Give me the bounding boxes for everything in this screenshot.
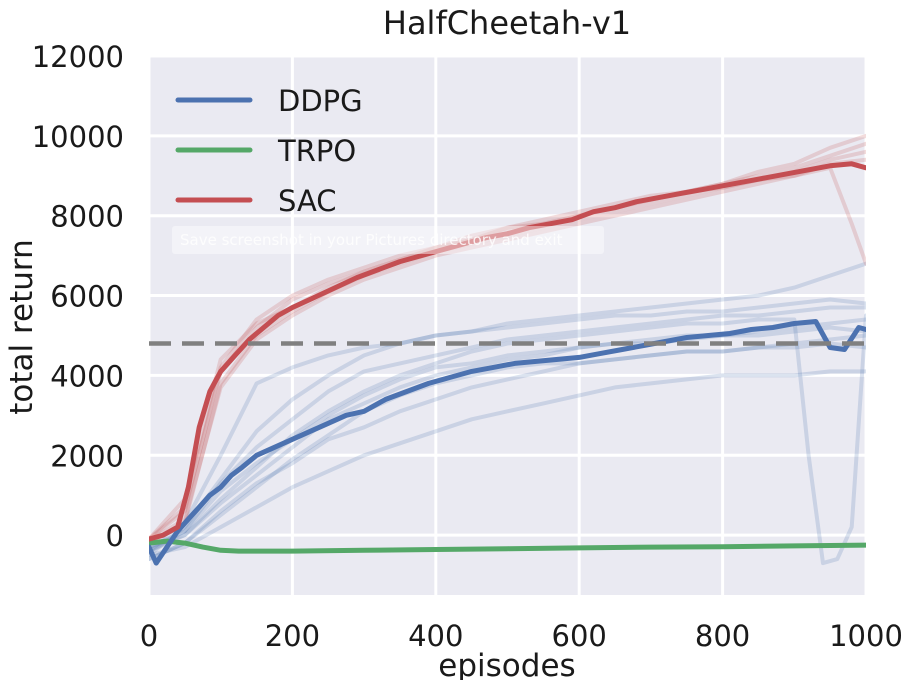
legend-label: SAC — [278, 184, 337, 218]
sac-run-line — [149, 141, 866, 542]
ddpg-run-line — [149, 341, 866, 562]
ddpg-run-line — [149, 297, 866, 554]
legend-item-sac: SAC — [175, 184, 337, 218]
x-tick-label: 600 — [552, 619, 607, 653]
legend-item-ddpg: DDPG — [175, 84, 363, 118]
x-axis-label: episodes — [438, 648, 575, 680]
x-tick-label: 200 — [265, 619, 320, 653]
ddpg-run-line — [149, 325, 866, 554]
ddpg-run-line — [149, 305, 866, 550]
legend-label: TRPO — [277, 134, 356, 168]
legend-label: DDPG — [278, 84, 363, 118]
y-tick-label: 10000 — [32, 120, 124, 154]
screenshot-toast: Save screenshot in your Pictures directo… — [172, 226, 604, 254]
sac-run-line — [149, 133, 866, 542]
ddpg-run-line — [149, 369, 866, 558]
ddpg-series-line — [149, 319, 866, 566]
sac-run-line — [149, 165, 866, 544]
ddpg-run-line — [149, 333, 866, 562]
screenshot-toast-text: Save screenshot in your Pictures directo… — [180, 231, 563, 249]
trpo-series-line — [149, 538, 866, 554]
y-tick-label: 2000 — [50, 439, 124, 473]
x-tick-label: 400 — [408, 619, 463, 653]
x-tick-label: 1000 — [829, 619, 903, 653]
y-tick-label: 6000 — [50, 280, 124, 314]
legend-item-trpo: TRPO — [175, 134, 356, 168]
y-axis-label: total return — [4, 239, 40, 415]
y-tick-label: 8000 — [50, 200, 124, 234]
y-tick-label: 12000 — [32, 40, 124, 74]
x-tick-label: 800 — [695, 619, 750, 653]
sac-series-line — [149, 161, 866, 542]
screenshot-toast-background — [172, 226, 604, 254]
ddpg-run-line — [149, 261, 866, 558]
y-tick-label: 0 — [106, 519, 124, 553]
y-tick-label: 4000 — [50, 359, 124, 393]
x-tick-label: 0 — [140, 619, 158, 653]
chart-title: HalfCheetah-v1 — [383, 4, 631, 42]
